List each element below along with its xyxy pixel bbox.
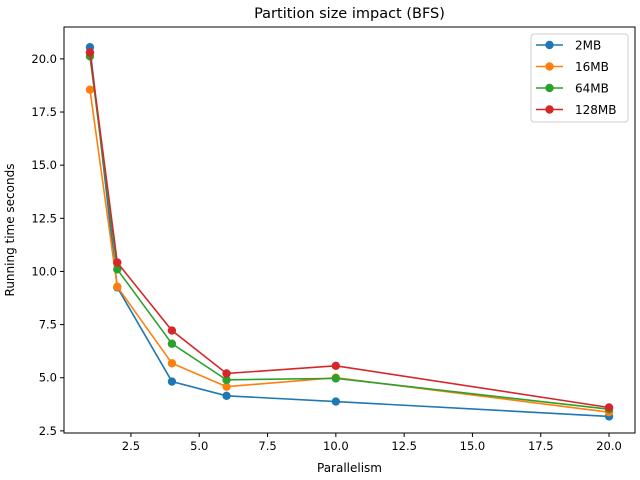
legend-label: 64MB [575,82,609,96]
legend-marker [545,105,554,114]
legend-marker [545,62,554,71]
data-point [331,374,341,383]
x-axis-ticks: 2.5 5.0 7.5 10.0 12.5 15.0 17.5 20.0 [122,433,622,453]
y-axis-ticks: 2.5 5.0 7.5 10.0 12.5 15.0 17.5 20.0 [31,52,64,438]
x-tick-label: 5.0 [190,439,208,453]
y-tick-label: 17.5 [31,105,57,119]
data-point [167,339,177,348]
series-line-0 [89,47,610,418]
legend-box [530,33,629,123]
legend-marker [545,40,554,50]
x-tick-label: 12.5 [391,439,417,453]
y-tick-label: 15.0 [31,158,57,172]
legend-label: 128MB [575,103,617,117]
legend-label: 16MB [575,60,609,74]
x-tick-label: 2.5 [122,439,140,453]
data-point [222,391,231,401]
x-tick-label: 17.5 [528,439,554,453]
data-point [85,48,95,57]
series-line-3 [89,52,610,409]
data-point [113,258,122,267]
y-axis-label: Running time seconds [3,164,17,297]
data-point [604,403,614,412]
legend-label: 2MB [575,39,601,53]
data-point [222,375,231,385]
chart-title: Partition size impact (BFS) [254,6,445,22]
data-point [113,282,122,291]
y-tick-label: 2.5 [39,424,57,438]
plot-series [85,42,614,421]
x-tick-label: 7.5 [258,439,276,453]
legend: 2MB 16MB 64MB 128MB [530,33,629,123]
data-point [85,85,95,94]
y-tick-label: 10.0 [31,264,57,278]
data-point [167,377,177,386]
series-line-2 [89,56,610,410]
data-point [222,369,231,378]
x-tick-label: 20.0 [596,439,622,453]
x-tick-label: 15.0 [460,439,486,453]
legend-marker [545,83,554,93]
plot-frame [63,26,636,434]
y-tick-label: 5.0 [39,371,57,385]
data-point [167,326,177,335]
x-tick-label: 10.0 [323,439,349,453]
y-tick-label: 20.0 [31,52,57,66]
y-tick-label: 7.5 [39,318,57,332]
data-point [331,361,341,371]
y-tick-label: 12.5 [31,211,57,225]
x-axis-label: Parallelism [317,461,382,475]
data-point [113,265,122,274]
data-point [331,397,341,406]
data-point [167,359,177,368]
data-point [222,382,231,391]
